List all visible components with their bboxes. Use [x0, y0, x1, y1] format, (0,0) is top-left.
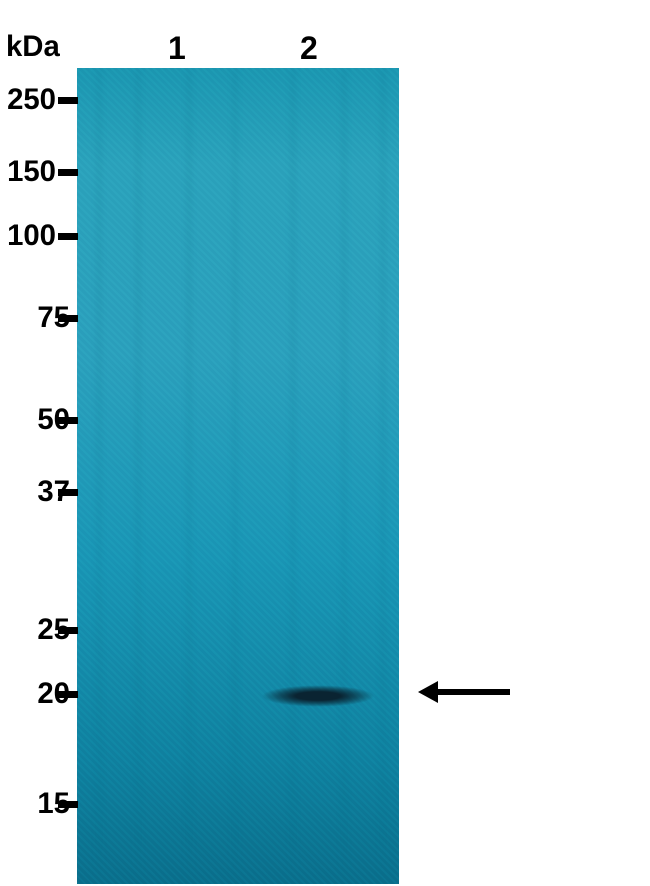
arrow-shaft: [438, 689, 510, 695]
band-indicator-arrow: [0, 0, 650, 886]
arrow-head-icon: [418, 681, 438, 703]
western-blot-figure: kDa 12 250150100755037252015: [0, 0, 650, 886]
